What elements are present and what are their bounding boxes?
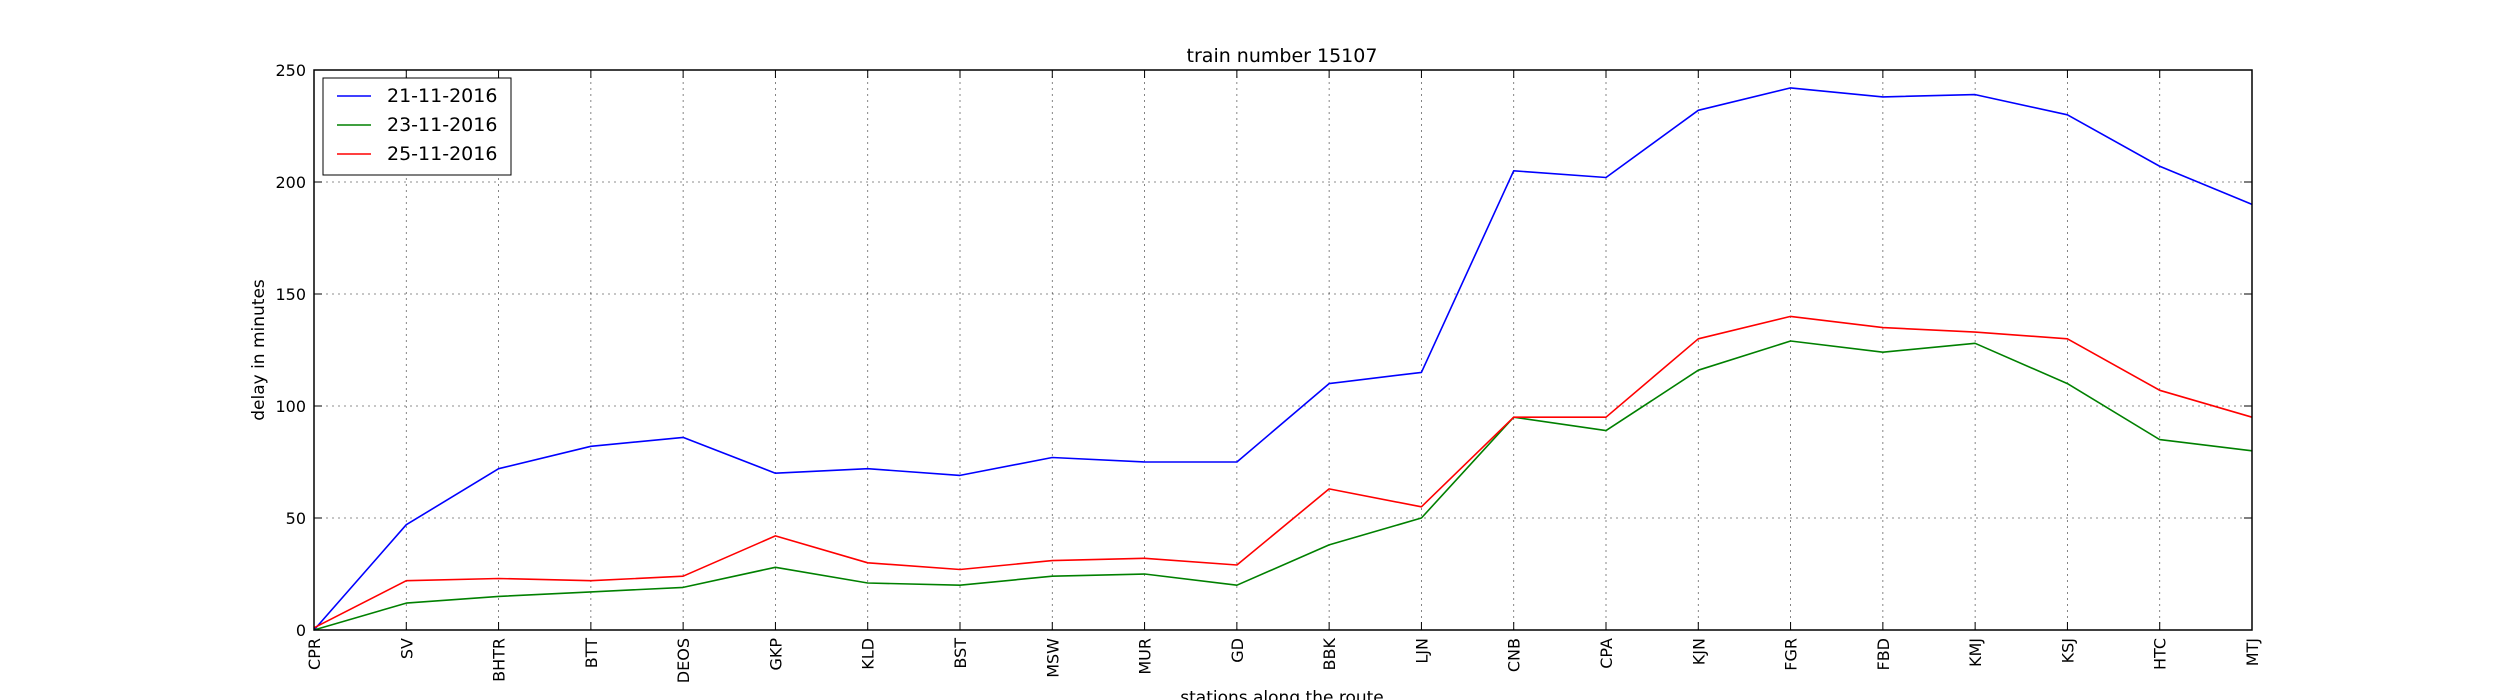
x-tick-label: DEOS [674, 638, 693, 683]
series-line-23-11-2016 [313, 340, 2253, 631]
series-line-25-11-2016 [313, 315, 2253, 629]
legend-label: 23-11-2016 [387, 114, 497, 136]
x-tick-label: SV [397, 638, 416, 659]
legend: 21-11-2016 23-11-2016 25-11-2016 [322, 77, 512, 176]
y-tick-label: 100 [275, 397, 306, 416]
x-tick-label: HTC [2151, 638, 2170, 670]
x-tick-label: MTJ [2243, 638, 2262, 666]
y-axis: 0 50 100 150 200 250 [275, 61, 2252, 640]
y-tick-label: 150 [275, 285, 306, 304]
x-tick-label: KMJ [1966, 638, 1985, 667]
x-axis-label: stations along the route [1180, 688, 1384, 700]
plot-frame [313, 69, 2253, 631]
x-tick-label: BHTR [490, 638, 509, 682]
x-tick-label: KJN [1689, 638, 1708, 665]
x-tick-label: BTT [582, 638, 601, 668]
x-tick-label: GKP [766, 638, 785, 671]
x-tick-label: BST [951, 638, 970, 669]
x-tick-label: CPA [1597, 638, 1616, 669]
x-tick-label: LJN [1412, 638, 1431, 664]
y-tick-label: 50 [286, 509, 306, 528]
x-tick-label: CNB [1505, 638, 1524, 672]
x-tick-label: MSW [1043, 638, 1062, 678]
grid-lines [314, 70, 2252, 630]
y-tick-label: 200 [275, 173, 306, 192]
y-tick-label: 250 [275, 61, 306, 80]
x-tick-label: MUR [1136, 638, 1155, 675]
x-axis: CPR SV BHTR BTT DEOS GKP KLD BST MSW MUR GD BBK LJN C… [305, 70, 2262, 683]
series-line-21-11-2016 [313, 87, 2253, 631]
legend-box [322, 77, 512, 176]
series-lines [313, 87, 2253, 631]
x-tick-label: FGR [1782, 638, 1801, 671]
x-tick-label: FBD [1874, 638, 1893, 671]
x-tick-label: GD [1228, 638, 1247, 663]
x-tick-label: CPR [305, 638, 324, 670]
y-axis-label: delay in minutes [249, 279, 269, 421]
legend-label: 21-11-2016 [387, 85, 497, 107]
y-tick-label: 0 [296, 621, 306, 640]
legend-label: 25-11-2016 [387, 143, 497, 165]
x-tick-label: BBK [1320, 638, 1339, 671]
x-tick-label: KLD [859, 638, 878, 670]
chart-title: train number 15107 [1187, 45, 1378, 67]
x-tick-label: KSJ [2058, 638, 2077, 663]
